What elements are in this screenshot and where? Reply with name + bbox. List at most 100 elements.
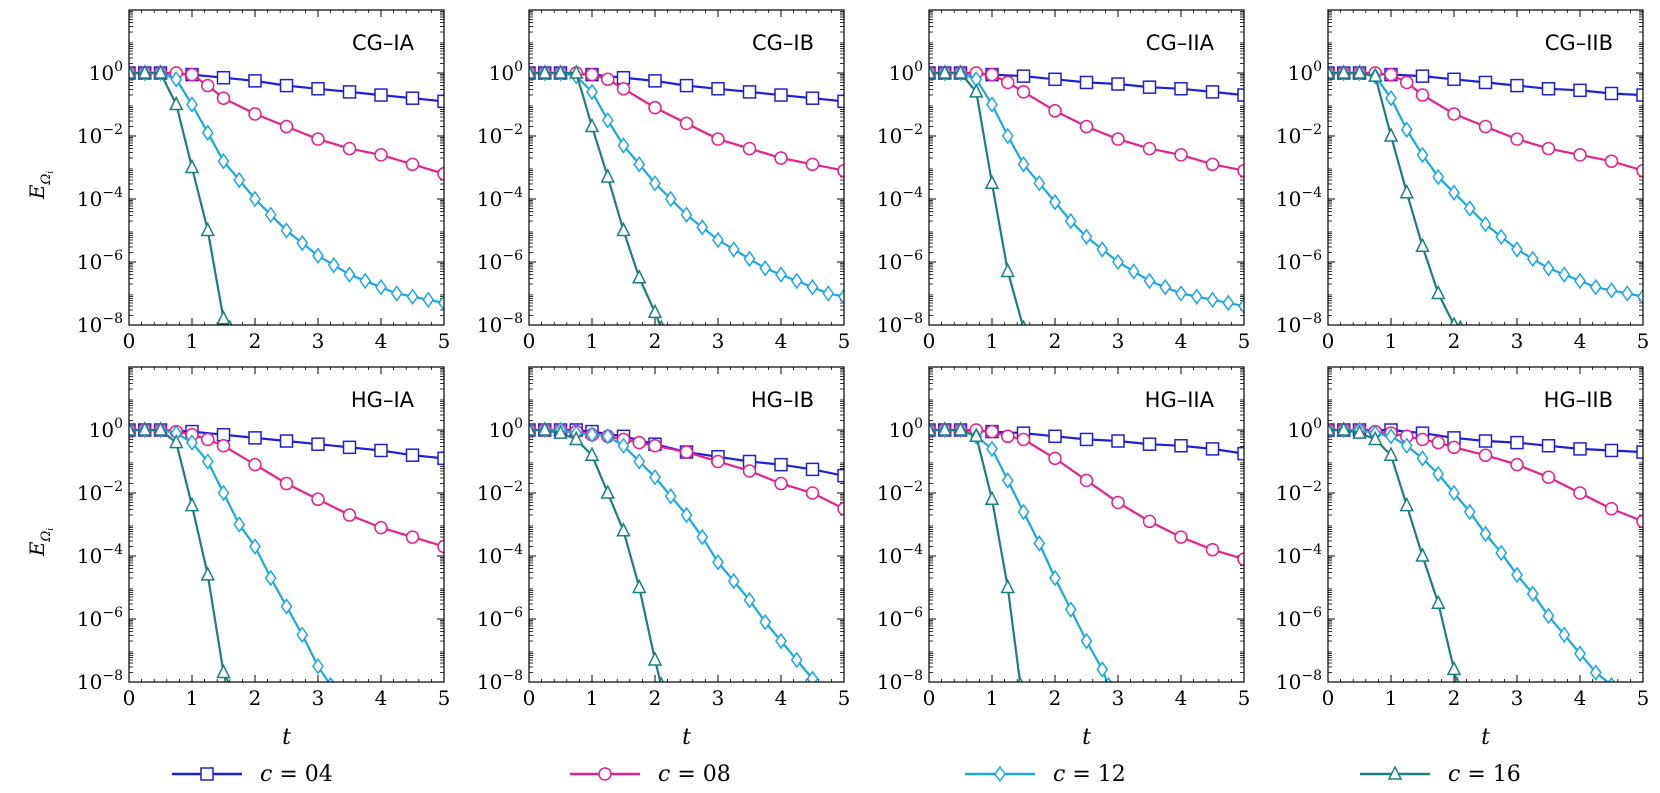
plot-frame	[128, 366, 445, 683]
x-tick-label: 2	[1049, 329, 1062, 353]
data-point-c-12	[1495, 228, 1508, 246]
data-point-c-12	[1558, 626, 1571, 644]
x-tick-label: 4	[1175, 686, 1188, 710]
plot-frame	[528, 9, 845, 326]
data-point-c-04	[437, 451, 444, 466]
data-point-c-08	[1573, 486, 1587, 500]
data-point-c-16	[1368, 67, 1383, 82]
data-point-c-08	[342, 141, 357, 156]
data-point-c-12	[664, 487, 677, 505]
data-point-c-12	[1400, 437, 1413, 455]
data-point-c-16	[1415, 547, 1430, 562]
data-point-c-08	[405, 157, 420, 172]
x-tick-label: 1	[1385, 686, 1398, 710]
x-tick-label: 1	[186, 686, 199, 710]
data-point-c-12	[775, 266, 787, 283]
y-tick-label: 10−6	[877, 248, 923, 274]
data-point-c-16	[137, 64, 152, 79]
x-axis-label: t	[1082, 725, 1091, 750]
y-tick-label: 10−6	[1276, 605, 1322, 631]
data-point-c-12	[296, 626, 309, 644]
x-tick-label: 5	[1637, 329, 1650, 353]
data-point-c-04	[279, 434, 294, 448]
data-point-c-04	[1205, 442, 1220, 456]
legend-label: c = 12	[1053, 762, 1126, 787]
data-point-c-12	[1096, 241, 1109, 258]
data-point-c-16	[632, 578, 647, 594]
data-point-c-12	[822, 285, 835, 302]
series-line-c-16	[929, 428, 1022, 682]
data-point-c-08	[679, 116, 694, 131]
data-point-c-08	[1415, 432, 1430, 447]
x-tick-label: 0	[523, 686, 536, 710]
data-point-c-16	[529, 421, 537, 436]
data-point-c-16	[200, 566, 215, 581]
series-line-c-12	[1328, 71, 1643, 298]
y-tick-label: 100	[1288, 416, 1322, 442]
data-point-c-12	[790, 272, 803, 290]
data-point-c-12	[649, 174, 661, 192]
data-point-c-16	[1020, 319, 1027, 325]
data-point-c-12	[1463, 200, 1476, 217]
y-tick-label: 10−2	[477, 122, 523, 148]
data-point-c-16	[647, 651, 663, 666]
data-point-c-12	[1558, 266, 1571, 283]
legend-marker	[200, 767, 214, 781]
data-point-c-16	[169, 95, 184, 111]
data-point-c-04	[342, 85, 357, 99]
y-axis-label: EΩi	[25, 171, 56, 200]
plot-frame	[128, 9, 445, 326]
x-tick-label: 5	[838, 686, 851, 710]
data-point-c-12	[438, 294, 444, 312]
data-point-c-08	[648, 100, 662, 115]
data-point-c-08	[1205, 542, 1220, 557]
data-point-c-12	[617, 137, 630, 154]
data-point-c-08	[216, 91, 231, 105]
data-point-c-12	[1159, 278, 1172, 296]
data-point-c-08	[1237, 163, 1244, 178]
series-line-c-16	[1328, 71, 1457, 325]
y-tick-label: 10−2	[77, 479, 123, 505]
data-point-c-08	[311, 492, 325, 507]
data-point-c-12	[680, 506, 693, 524]
data-point-c-12	[1432, 465, 1445, 483]
data-point-c-16	[1000, 578, 1015, 594]
data-point-c-04	[216, 70, 231, 85]
data-point-c-12	[1385, 428, 1397, 445]
data-point-c-08	[1510, 457, 1524, 472]
y-axis-label: EΩi	[25, 528, 56, 557]
data-point-c-12	[1238, 297, 1244, 315]
x-tick-label: 2	[1448, 686, 1461, 710]
data-point-c-08	[805, 486, 820, 500]
panel-title: HG–IIB	[1544, 388, 1613, 412]
data-point-c-12	[1511, 241, 1523, 258]
data-point-c-12	[601, 428, 614, 445]
data-point-c-04	[1573, 83, 1587, 98]
data-point-c-12	[170, 71, 183, 88]
data-point-c-12	[1033, 535, 1046, 552]
data-point-c-04	[837, 94, 844, 109]
data-point-c-08	[585, 67, 599, 82]
legend-marker	[1387, 765, 1403, 780]
data-point-c-12	[838, 288, 844, 305]
data-point-c-04	[774, 457, 788, 472]
data-point-c-12	[1175, 285, 1187, 302]
series-line-c-12	[929, 71, 1244, 308]
series-group	[929, 421, 1244, 682]
legend-label: c = 04	[260, 762, 333, 787]
data-point-c-04	[1048, 429, 1062, 444]
data-point-c-16	[537, 421, 552, 436]
y-tick-label: 10−2	[1276, 479, 1322, 505]
series-group	[529, 421, 844, 682]
x-tick-label: 5	[838, 329, 851, 353]
data-point-c-12	[375, 278, 387, 296]
data-point-c-12	[1495, 544, 1508, 562]
series-group	[129, 421, 444, 682]
data-point-c-08	[805, 157, 820, 172]
data-point-c-12	[264, 206, 277, 224]
data-point-c-16	[1336, 64, 1351, 79]
data-point-c-12	[1001, 472, 1014, 489]
x-tick-label: 3	[712, 329, 725, 353]
data-point-c-12	[1064, 212, 1077, 230]
data-point-c-12	[1385, 89, 1397, 107]
